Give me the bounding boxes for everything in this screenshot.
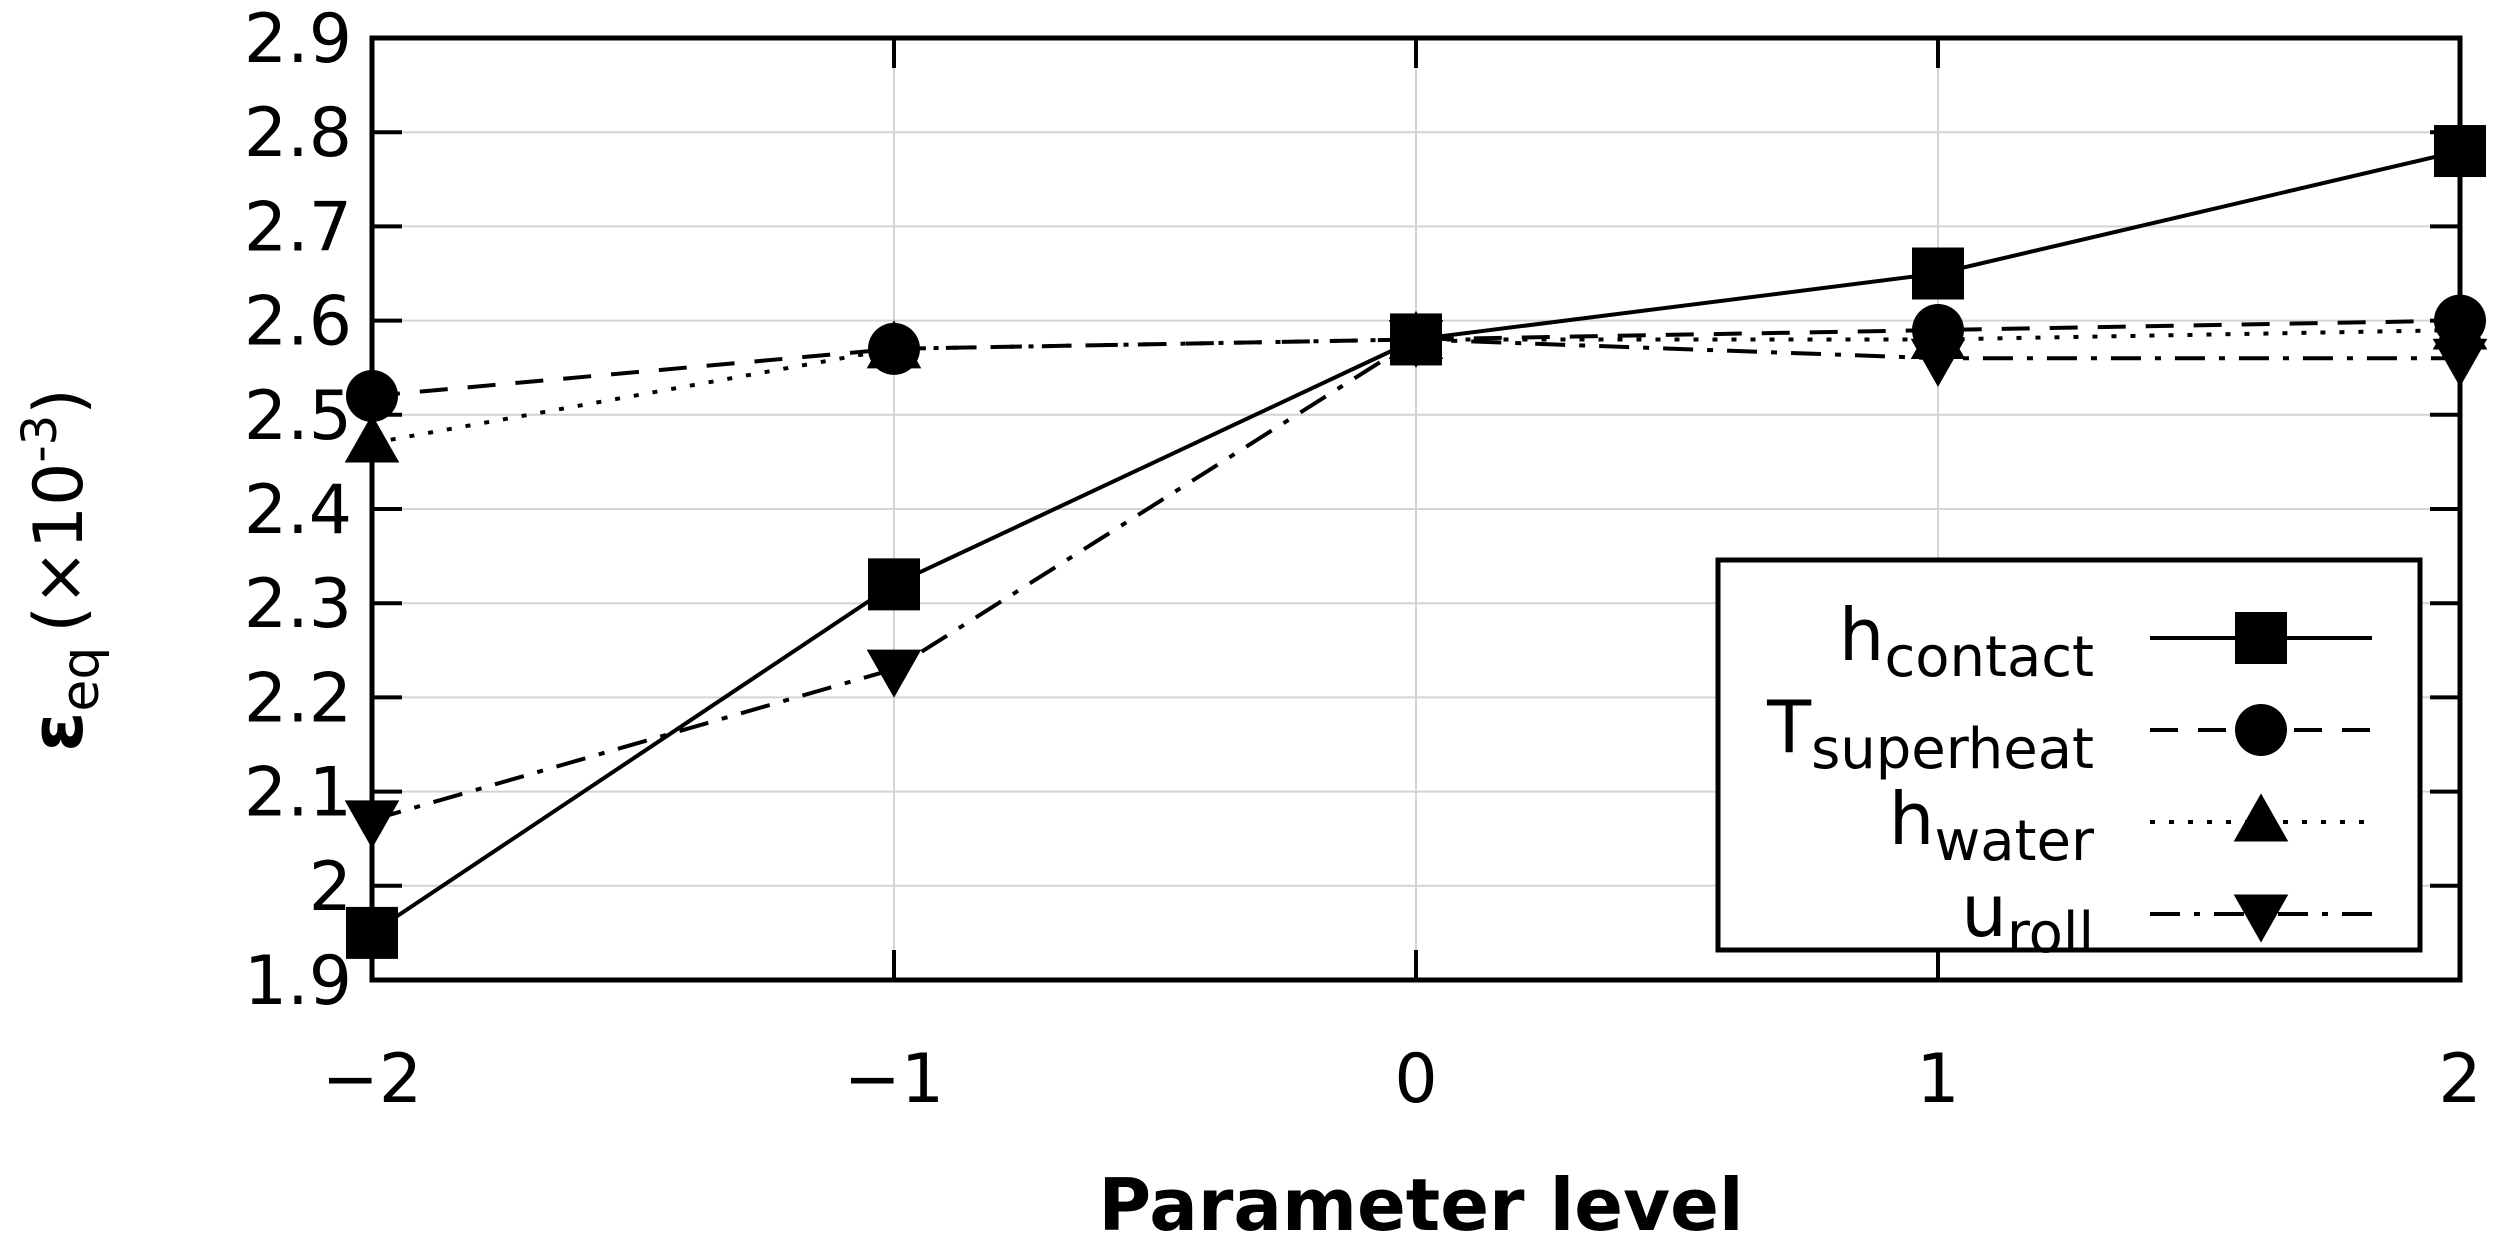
y-tick-label: 2.7 (244, 188, 352, 267)
y-axis-exponent: -3 (12, 415, 68, 463)
y-tick-label: 2.9 (244, 0, 352, 79)
legend-box (1715, 557, 2423, 953)
series-line (371, 328, 2461, 446)
tick-labels: −2 −1 0 1 2 1.9 2 2.1 2.2 2.3 2.4 2.5 2.6 2.7 2.8 2.9 (244, 0, 2482, 1119)
legend-label: uroll (1961, 869, 2094, 966)
data-point (866, 649, 922, 698)
legend-entry: hwater (1889, 777, 2372, 874)
y-tick-label: 2.1 (244, 754, 352, 833)
legend-label-subscript: water (1934, 809, 2095, 874)
x-tick-label: −1 (844, 1040, 944, 1119)
legend-marker (2235, 704, 2287, 756)
legend-marker (2233, 894, 2289, 943)
data-point (866, 320, 922, 369)
y-axis-symbol: ε (15, 712, 99, 752)
data-point (1912, 247, 1964, 300)
series-layer (344, 125, 2488, 959)
y-axis-unit-suffix: ) (20, 388, 99, 415)
y-tick-label: 2.3 (244, 565, 352, 644)
y-axis-title: εeq (×10-3) (12, 388, 111, 752)
legend-label-subscript: superheat (1811, 717, 2094, 782)
series-u-roll (344, 319, 2488, 849)
data-point (1388, 319, 1444, 369)
series-line (371, 318, 2461, 398)
x-axis-title: Parameter level (1098, 1163, 1743, 1241)
legend-marker (2233, 793, 2289, 842)
y-axis-subscript: eq (51, 647, 111, 712)
legend-label-subscript: contact (1884, 625, 2094, 690)
y-tick-label: 2.2 (244, 659, 352, 738)
x-tick-label: 0 (1394, 1040, 1437, 1119)
legend-label-main: T (1766, 685, 1812, 769)
y-tick-label: 2 (309, 848, 352, 927)
legend-label-subscript: roll (2007, 901, 2094, 966)
legend-label-main: u (1961, 869, 2007, 953)
y-axis-unit-prefix: (×10 (20, 463, 99, 633)
legend-label: hcontact (1839, 593, 2094, 690)
x-tick-label: 2 (2438, 1040, 2481, 1119)
legend-label: hwater (1889, 777, 2095, 874)
legend-label-main: h (1839, 593, 1885, 677)
plot-frame (369, 35, 2463, 983)
legend-label: Tsuperheat (1766, 685, 2094, 782)
legend-entry: hcontact (1839, 593, 2372, 690)
y-tick-label: 2.4 (244, 471, 352, 550)
y-tick-label: 2.5 (244, 377, 352, 456)
y-tick-label: 1.9 (244, 942, 352, 1021)
y-tick-label: 2.6 (244, 283, 352, 362)
y-tick-label: 2.8 (244, 94, 352, 173)
legend-marker (2235, 612, 2287, 664)
x-tick-label: −2 (322, 1040, 422, 1119)
legend-label-main: h (1889, 777, 1935, 861)
x-tick-label: 1 (1916, 1040, 1959, 1119)
legend-entry: uroll (1961, 869, 2372, 966)
data-point (868, 558, 920, 611)
legend-entry: Tsuperheat (1766, 685, 2372, 782)
data-point (1910, 338, 1966, 387)
